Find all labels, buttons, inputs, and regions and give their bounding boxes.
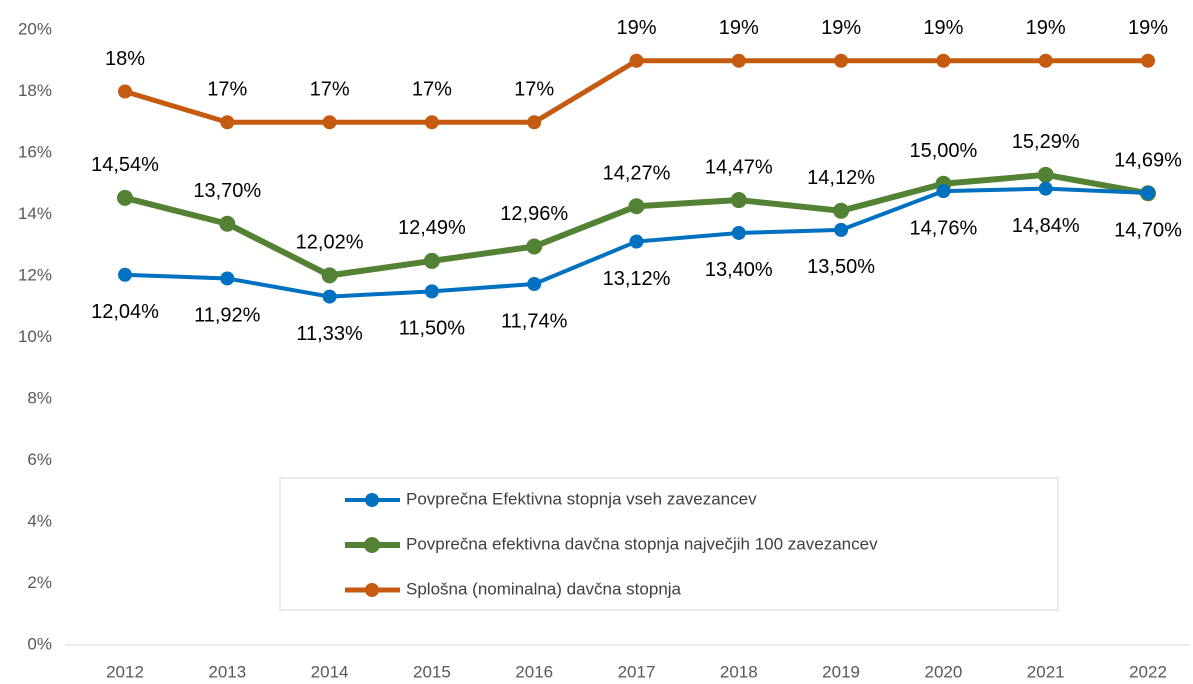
data-label: 11,50% [399, 318, 466, 340]
point [322, 115, 337, 130]
y-tick-label: 12% [18, 265, 52, 284]
point [118, 267, 132, 282]
point [730, 192, 747, 209]
data-label: 12,02% [296, 232, 364, 254]
data-label: 14,76% [909, 217, 977, 239]
data-label: 15,29% [1012, 131, 1080, 153]
y-tick-label: 8% [27, 388, 52, 407]
data-label: 14,84% [1012, 215, 1080, 237]
point [118, 84, 132, 99]
y-tick-label: 6% [27, 450, 52, 469]
legend-marker [364, 537, 380, 553]
legend-label: Povprečna efektivna davčna stopnja najve… [406, 534, 878, 553]
x-tick-label: 2021 [1027, 662, 1065, 681]
data-label: 19% [1026, 17, 1066, 39]
point [322, 289, 337, 304]
x-tick-label: 2016 [515, 662, 553, 681]
data-label: 15,00% [909, 140, 977, 162]
point [731, 225, 746, 240]
data-label: 17% [514, 79, 554, 101]
point [321, 267, 338, 284]
data-label: 14,12% [807, 167, 875, 189]
data-label: 19% [616, 17, 656, 39]
data-label: 12,04% [91, 301, 159, 323]
point [527, 115, 542, 130]
point [1038, 181, 1053, 196]
data-label: 17% [310, 79, 350, 101]
point [1141, 53, 1155, 68]
data-label: 14,54% [91, 154, 159, 176]
point [629, 234, 644, 249]
legend-box [279, 477, 1059, 611]
x-tick-label: 2012 [106, 662, 144, 681]
series-line [124, 58, 1148, 125]
data-label: 14,27% [603, 162, 671, 184]
x-tick-label: 2017 [618, 662, 656, 681]
data-label: 11,92% [194, 305, 261, 327]
y-tick-label: 20% [18, 19, 52, 38]
x-tick-label: 2014 [311, 662, 349, 681]
legend-label: Splošna (nominalna) davčna stopnja [406, 579, 682, 598]
x-tick-label: 2020 [924, 662, 962, 681]
y-tick-label: 14% [18, 204, 52, 223]
point [936, 184, 951, 199]
y-tick-label: 16% [18, 142, 52, 161]
point [834, 53, 849, 68]
data-label: 14,70% [1114, 219, 1182, 241]
legend-label: Povprečna Efektivna stopnja vseh zavezan… [406, 489, 757, 508]
point [1037, 166, 1054, 183]
data-label: 17% [207, 79, 247, 101]
point [424, 115, 439, 130]
data-label: 12,96% [500, 203, 568, 225]
x-tick-label: 2019 [822, 662, 860, 681]
data-label: 19% [923, 17, 963, 39]
point [424, 284, 439, 299]
data-label: 12,49% [398, 217, 466, 239]
data-label: 13,50% [807, 256, 875, 278]
point [629, 53, 644, 68]
point [1038, 53, 1053, 68]
y-tick-label: 4% [27, 511, 52, 530]
data-label: 19% [719, 17, 759, 39]
x-tick-label: 2015 [413, 662, 451, 681]
data-label: 13,12% [603, 268, 671, 290]
point [219, 215, 236, 232]
point [936, 53, 951, 68]
y-tick-label: 2% [27, 573, 52, 592]
data-label: 14,47% [705, 156, 773, 178]
data-label: 17% [412, 79, 452, 101]
point [731, 53, 746, 68]
point [220, 271, 235, 286]
point [628, 198, 645, 215]
data-label: 11,74% [501, 310, 568, 332]
point [220, 115, 235, 130]
data-label: 18% [105, 48, 145, 70]
point [526, 238, 543, 255]
point [117, 189, 133, 206]
point [1141, 185, 1155, 200]
x-tick-label: 2013 [208, 662, 246, 681]
point [833, 202, 850, 219]
point [834, 222, 849, 237]
point [527, 276, 542, 291]
data-label: 11,33% [296, 323, 363, 345]
data-label: 14,69% [1114, 150, 1182, 172]
data-label: 19% [1128, 17, 1168, 39]
y-tick-label: 10% [18, 327, 52, 346]
y-tick-label: 0% [27, 634, 52, 653]
data-label: 19% [821, 17, 861, 39]
y-tick-label: 18% [18, 81, 52, 100]
x-tick-label: 2022 [1129, 662, 1167, 681]
data-label: 13,40% [705, 259, 773, 281]
x-tick-label: 2018 [720, 662, 758, 681]
legend-marker [365, 493, 379, 507]
legend-marker [365, 583, 379, 597]
data-label: 13,70% [193, 180, 261, 202]
point [423, 252, 440, 269]
